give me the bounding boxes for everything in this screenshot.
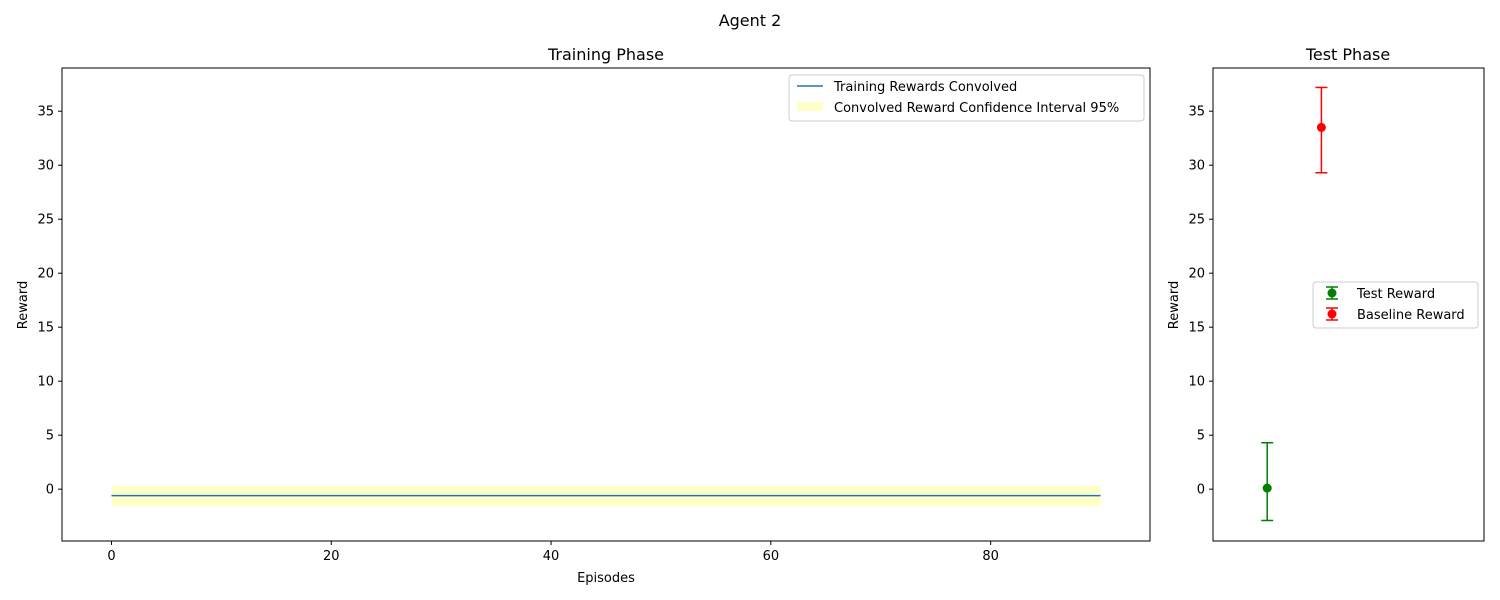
training-legend-band-label: Convolved Reward Confidence Interval 95%	[834, 101, 1119, 116]
training-ytick-label: 35	[37, 105, 54, 120]
test-point-test-reward	[1261, 441, 1274, 522]
test-legend-test-swatch	[1326, 286, 1338, 300]
training-xtick-label: 20	[323, 549, 340, 564]
test-panel: Test Phase Reward 0 5 10 15 20 25 30 35 Test Re…	[1167, 45, 1485, 542]
test-ytick-label: 20	[1188, 267, 1205, 282]
test-points-layer	[1261, 86, 1328, 522]
training-title: Training Phase	[547, 45, 664, 64]
training-ytick-label: 20	[37, 267, 54, 282]
training-xtick-label: 40	[543, 549, 560, 564]
test-ticks-layer: 0 5 10 15 20 25 30 35	[1188, 105, 1213, 498]
test-ytick-label: 35	[1188, 105, 1205, 120]
test-legend: Test Reward Baseline Reward	[1312, 281, 1479, 329]
training-xtick-label: 80	[982, 549, 999, 564]
test-ytick-label: 15	[1188, 321, 1205, 336]
training-ticks-layer: 0 20 40 60 80 0 5 10 15 20 25 30 35	[37, 105, 998, 564]
training-ylabel: Reward	[16, 281, 31, 329]
training-ytick-label: 15	[37, 321, 54, 336]
test-ytick-label: 10	[1188, 375, 1205, 390]
training-ytick-label: 25	[37, 213, 54, 228]
training-legend: Training Rewards Convolved Convolved Rew…	[788, 74, 1145, 122]
training-panel: Training Phase Episodes Reward 0 20 40 60 80…	[16, 45, 1151, 586]
training-xtick-label: 60	[763, 549, 780, 564]
training-ytick-label: 10	[37, 375, 54, 390]
point-marker	[1262, 483, 1272, 493]
test-legend-baseline-swatch	[1326, 307, 1338, 321]
test-ylabel: Reward	[1167, 281, 1182, 329]
training-axes-frame	[61, 67, 1151, 542]
test-title: Test Phase	[1305, 45, 1390, 64]
test-ytick-label: 30	[1188, 159, 1205, 174]
training-ytick-label: 0	[46, 483, 54, 498]
test-axes-frame	[1212, 67, 1485, 542]
training-ytick-label: 5	[46, 429, 54, 444]
test-legend-test-label: Test Reward	[1356, 287, 1435, 302]
test-ytick-label: 25	[1188, 213, 1205, 228]
test-point-baseline-reward	[1315, 86, 1328, 174]
training-xtick-label: 0	[107, 549, 115, 564]
test-legend-box	[1312, 281, 1479, 329]
training-legend-box	[788, 74, 1145, 122]
test-legend-baseline-label: Baseline Reward	[1357, 308, 1465, 323]
training-xlabel: Episodes	[577, 571, 635, 586]
training-legend-line-label: Training Rewards Convolved	[833, 80, 1017, 95]
test-ytick-label: 5	[1197, 429, 1205, 444]
point-marker	[1316, 122, 1326, 132]
figure-suptitle: Agent 2	[719, 11, 782, 30]
training-ytick-label: 30	[37, 159, 54, 174]
training-legend-band-swatch	[797, 102, 823, 111]
test-ytick-label: 0	[1197, 483, 1205, 498]
